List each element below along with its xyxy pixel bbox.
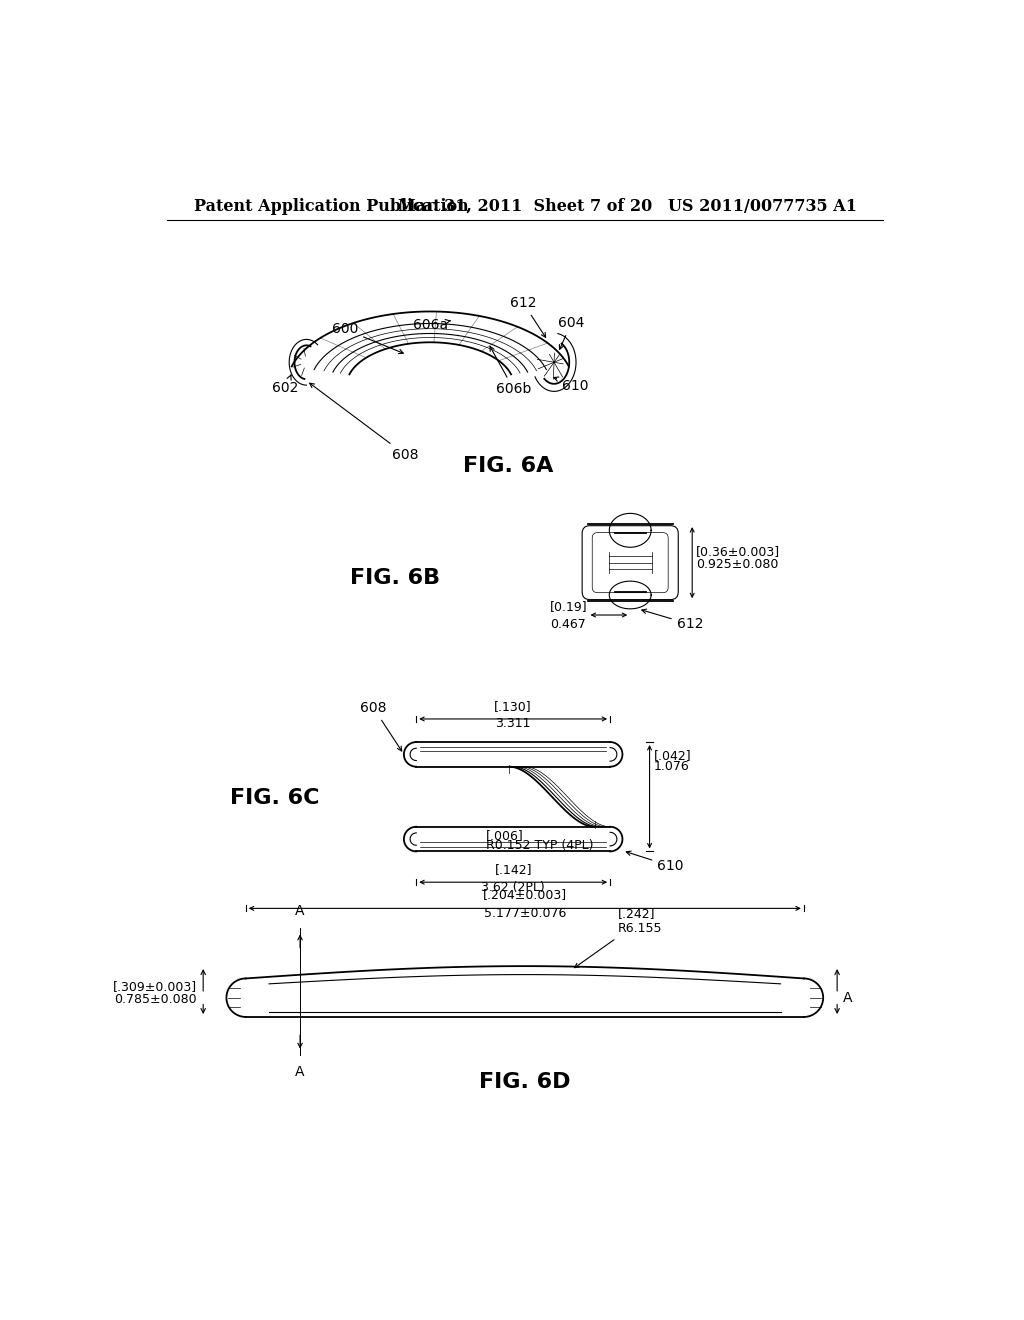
Text: FIG. 6C: FIG. 6C bbox=[230, 788, 319, 808]
Text: [.142]: [.142] bbox=[495, 863, 531, 876]
Text: Patent Application Publication: Patent Application Publication bbox=[194, 198, 469, 215]
Text: 606b: 606b bbox=[490, 346, 531, 396]
Text: 608: 608 bbox=[309, 383, 419, 462]
Text: 608: 608 bbox=[360, 701, 401, 751]
Text: 0.925±0.080: 0.925±0.080 bbox=[696, 557, 778, 570]
Text: FIG. 6D: FIG. 6D bbox=[479, 1072, 570, 1093]
Text: [0.36±0.003]: [0.36±0.003] bbox=[696, 545, 780, 558]
Text: R0.152 TYP (4PL): R0.152 TYP (4PL) bbox=[486, 838, 594, 851]
Text: A: A bbox=[295, 904, 305, 919]
Text: Mar. 31, 2011  Sheet 7 of 20: Mar. 31, 2011 Sheet 7 of 20 bbox=[397, 198, 652, 215]
Text: 602: 602 bbox=[272, 375, 299, 395]
Text: 0.467: 0.467 bbox=[550, 618, 586, 631]
Text: FIG. 6A: FIG. 6A bbox=[463, 457, 553, 477]
Text: 3.311: 3.311 bbox=[496, 718, 530, 730]
Text: [.309±0.003]: [.309±0.003] bbox=[113, 979, 197, 993]
Text: 612: 612 bbox=[642, 609, 703, 631]
Text: [.204±0.003]: [.204±0.003] bbox=[482, 887, 567, 900]
Text: 606a: 606a bbox=[413, 318, 451, 331]
Text: 604: 604 bbox=[558, 317, 585, 350]
Text: 600: 600 bbox=[332, 322, 403, 354]
Text: 0.785±0.080: 0.785±0.080 bbox=[115, 993, 197, 1006]
Text: 1.076: 1.076 bbox=[653, 760, 689, 774]
Text: [.242]
R6.155: [.242] R6.155 bbox=[574, 907, 663, 968]
Text: [.006]: [.006] bbox=[486, 829, 524, 842]
Text: FIG. 6B: FIG. 6B bbox=[350, 568, 440, 587]
Text: 610: 610 bbox=[554, 378, 589, 392]
Text: 612: 612 bbox=[510, 296, 546, 338]
Text: A: A bbox=[843, 991, 852, 1005]
Text: [.042]: [.042] bbox=[653, 750, 691, 763]
Text: US 2011/0077735 A1: US 2011/0077735 A1 bbox=[668, 198, 856, 215]
Text: 5.177±0.076: 5.177±0.076 bbox=[483, 907, 566, 920]
Text: A: A bbox=[295, 1065, 305, 1078]
Text: [0.19]: [0.19] bbox=[550, 599, 587, 612]
Text: 610: 610 bbox=[627, 851, 684, 873]
Text: [.130]: [.130] bbox=[495, 700, 532, 713]
Text: 3.62 (2PL): 3.62 (2PL) bbox=[481, 880, 545, 894]
